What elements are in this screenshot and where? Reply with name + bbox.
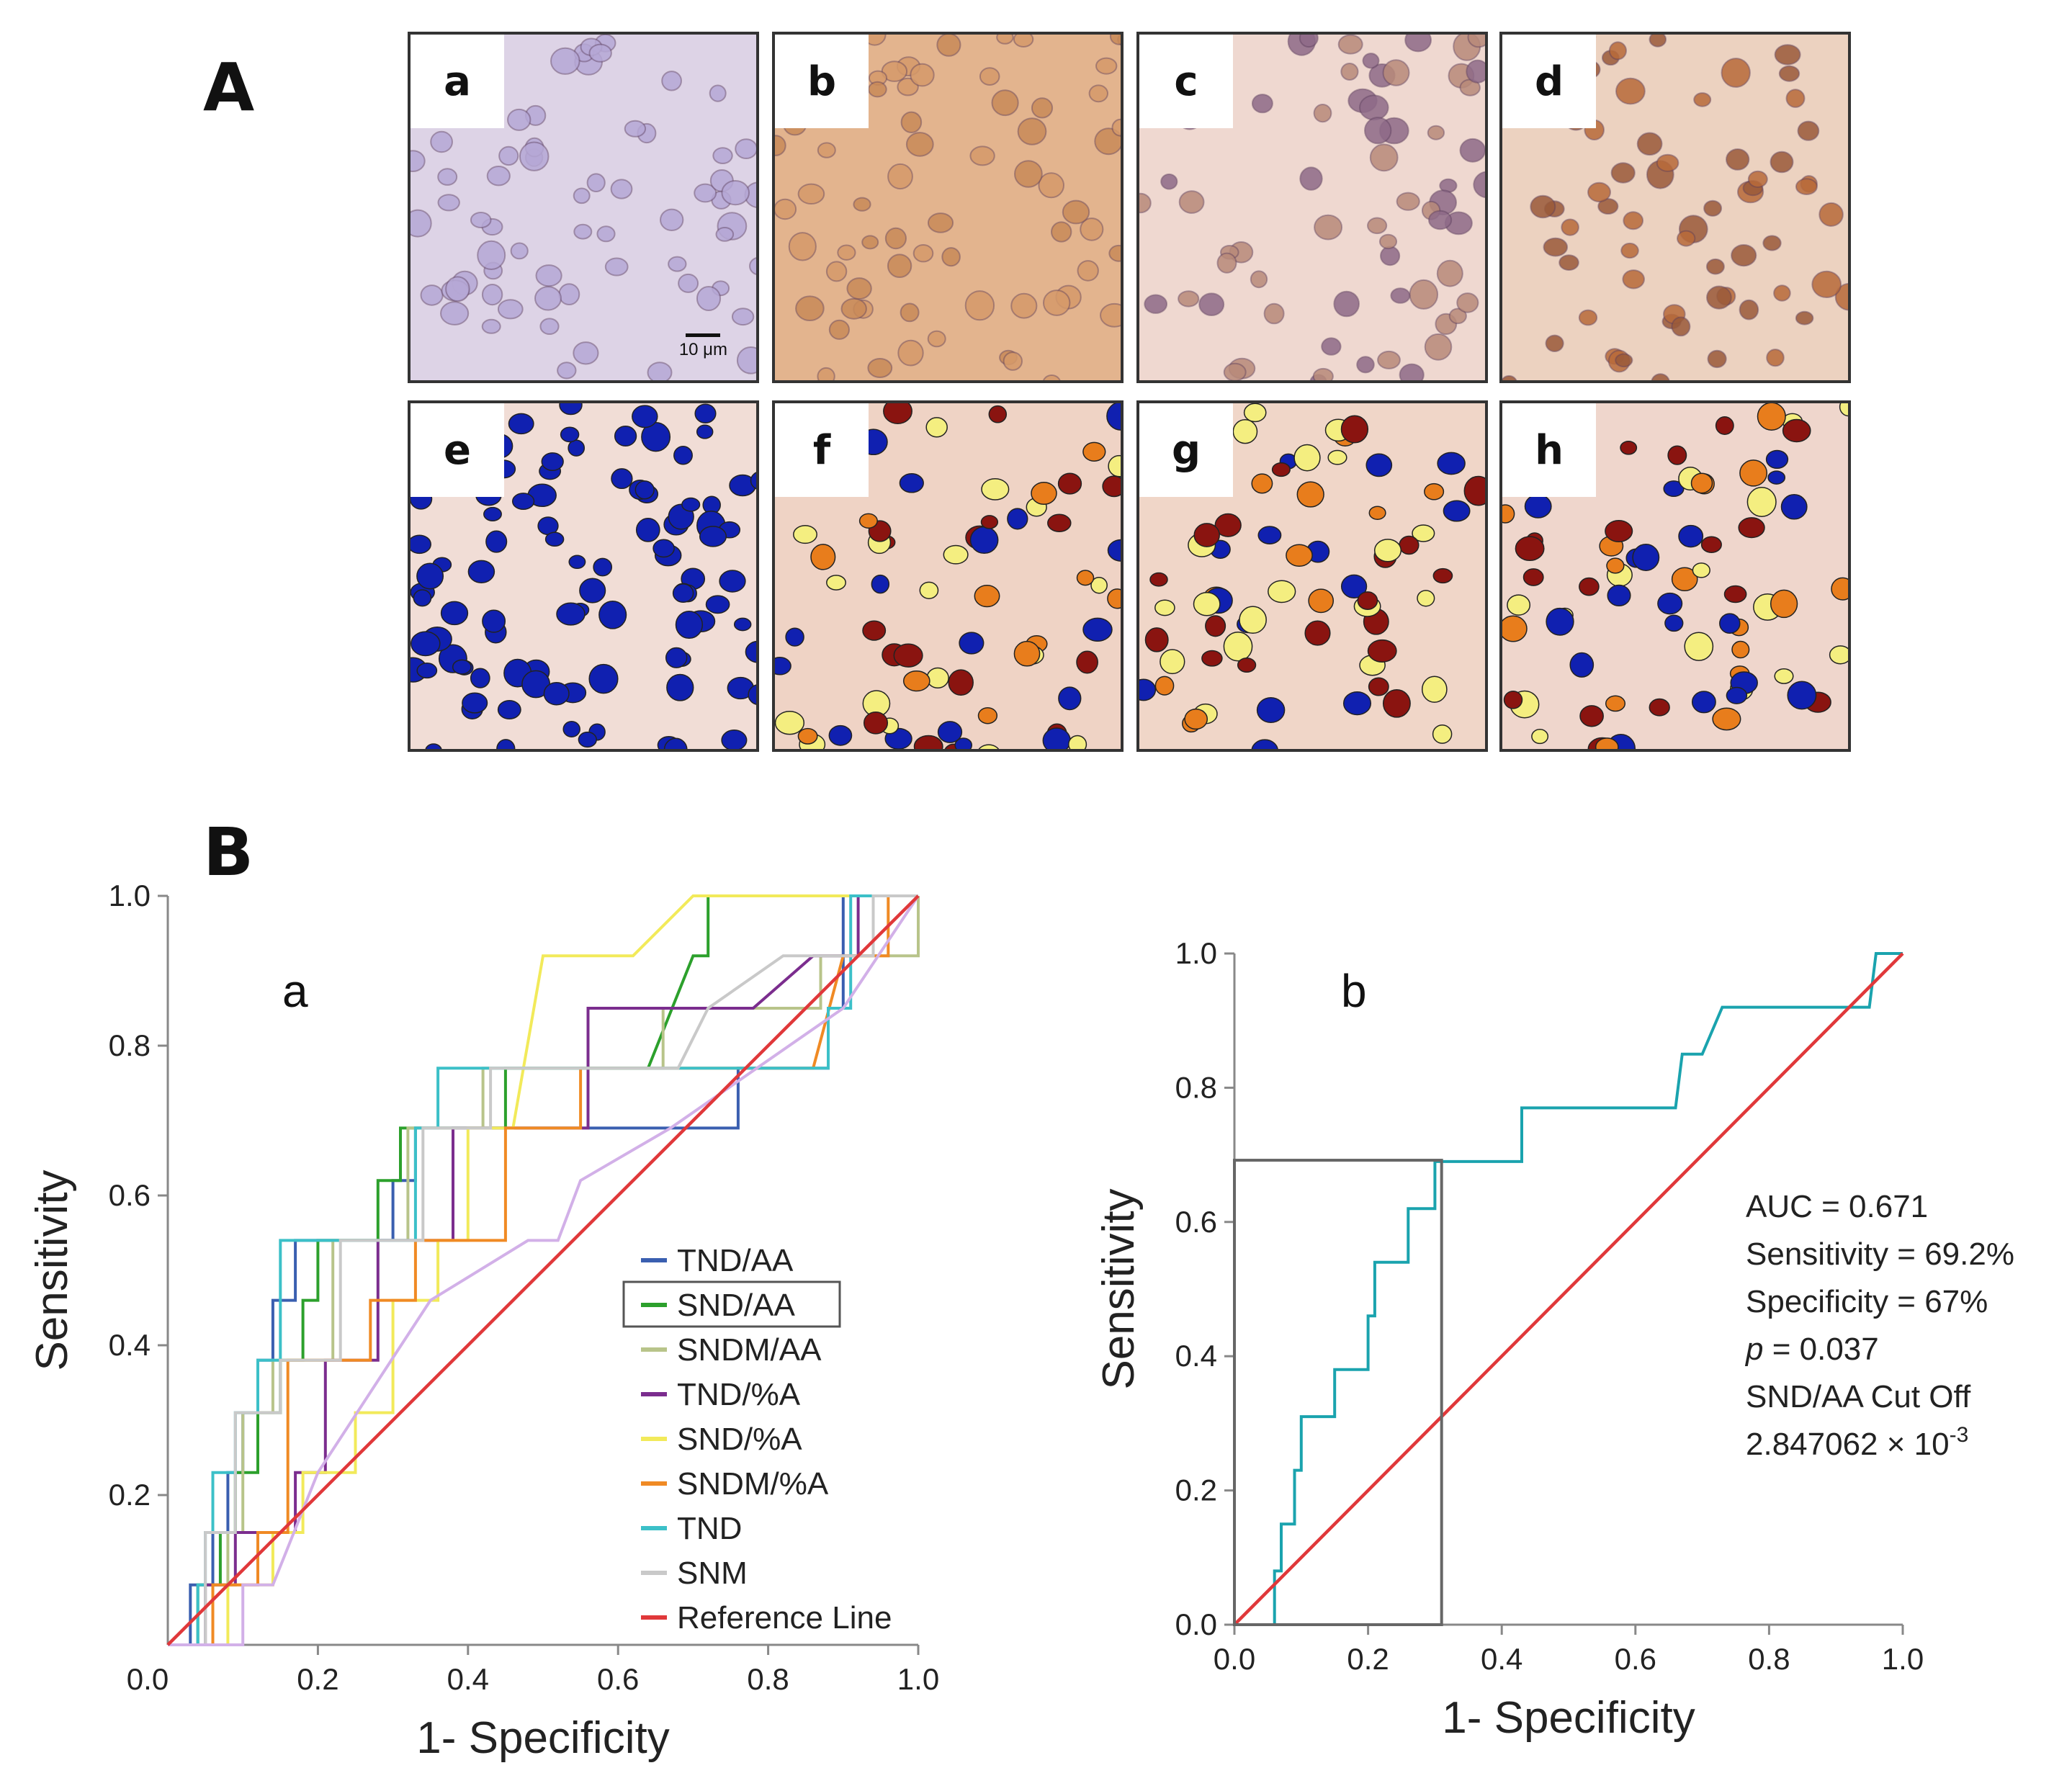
x-tick-label: 0.2 (297, 1662, 338, 1696)
annotation-line: 2.847062 × 10-3 (1746, 1423, 1968, 1462)
panel-A-label: A (203, 49, 255, 126)
x-tick-label: 0.8 (747, 1662, 789, 1696)
legend-item-tnd-a: TND/%A (677, 1377, 801, 1412)
y-tick-label: 1.0 (1175, 936, 1217, 970)
series-sndm-extra (168, 894, 920, 1646)
x-axis-title: 1- Specificity (416, 1713, 669, 1763)
micrograph-tile-g: g (1136, 400, 1488, 752)
legend-highlight-box (622, 1280, 841, 1328)
micrograph-tile-b: b (772, 32, 1124, 383)
y-tick-label: 0.6 (109, 1178, 151, 1212)
x-tick-label: 0.8 (1748, 1642, 1790, 1676)
panel-a-label: a (282, 965, 308, 1017)
legend-item-sndm-a: SNDM/%A (677, 1466, 829, 1502)
tissue-image (1139, 403, 1485, 749)
y-tick-label: 0.2 (1175, 1473, 1217, 1507)
micrograph-tile-a: a 10 μm (408, 32, 759, 383)
annotation-exponent: -3 (1950, 1423, 1969, 1447)
legend-item-reference-line: Reference Line (677, 1600, 892, 1635)
annotation-line: Specificity = 67% (1746, 1284, 1988, 1319)
micrograph-tile-e: e (408, 400, 759, 752)
tile-label: g (1139, 403, 1233, 497)
tissue-image (411, 35, 756, 380)
panel-b-label: b (1341, 965, 1367, 1017)
annotation-line: p = 0.037 (1744, 1332, 1879, 1367)
x-tick-label: 0.0 (1214, 1642, 1255, 1676)
y-tick-label: 0.4 (1175, 1339, 1217, 1373)
tissue-image (1502, 403, 1848, 749)
y-tick-label: 1.0 (109, 879, 151, 912)
x-tick-label: 0.6 (1615, 1642, 1656, 1676)
y-tick-label: 0.8 (1175, 1070, 1217, 1104)
legend-item-tnd-aa: TND/AA (677, 1243, 794, 1278)
legend-item-sndm-aa: SNDM/AA (677, 1332, 822, 1368)
tile-label: a (411, 35, 504, 128)
y-tick-label: 0.2 (109, 1478, 151, 1512)
annotation-line: SND/AA Cut Off (1746, 1379, 1971, 1414)
roc-chart-a: 0.2 0.4 0.6 0.8 1.0 0.2 0.4 0.6 0.8 1.0 0.0 1- Spec… (27, 879, 939, 1763)
legend-item-snd-aa: SND/AA (677, 1288, 795, 1323)
series-reference-line (1233, 952, 1904, 1626)
x-tick-label: 0.6 (597, 1662, 639, 1696)
y-axis-title: Sensitivity (1094, 1188, 1144, 1389)
micrograph-tile-c: c (1136, 32, 1488, 383)
x-tick-label: 1.0 (1882, 1642, 1924, 1676)
legend-item-snm: SNM (677, 1556, 748, 1591)
tile-label: d (1502, 35, 1596, 128)
panel-B-label: B (203, 814, 254, 891)
x-tick-label: 0.2 (1347, 1642, 1389, 1676)
y-tick-label: 0.8 (109, 1028, 151, 1062)
legend-item-tnd: TND (677, 1511, 742, 1546)
x-tick-label: 0.4 (1481, 1642, 1522, 1676)
y-axis-title: Sensitivity (27, 1170, 77, 1370)
micrograph-tile-f: f (772, 400, 1124, 752)
cutoff-box (1233, 1159, 1443, 1626)
y-tick-label: 0.0 (1175, 1607, 1217, 1641)
y-tick-label: 0.4 (109, 1328, 151, 1362)
tile-label: b (775, 35, 869, 128)
legend-item-snd-a: SND/%A (677, 1422, 802, 1457)
scale-bar-label: 10 μm (678, 340, 727, 359)
x-axis-title: 1- Specificity (1442, 1693, 1695, 1743)
series-snd-aa (1234, 952, 1903, 1626)
x-tick-label: 0.4 (447, 1662, 489, 1696)
micrograph-tile-d: d (1499, 32, 1851, 383)
y-tick-label: 0.6 (1175, 1205, 1217, 1239)
tile-label: e (411, 403, 504, 497)
tile-label: c (1139, 35, 1233, 128)
origin-label: 0.0 (127, 1662, 169, 1696)
series-snm (168, 894, 918, 1646)
annotation-line: Sensitivity = 69.2% (1746, 1237, 2014, 1272)
tile-label: h (1502, 403, 1596, 497)
x-tick-label: 1.0 (897, 1662, 939, 1696)
tile-label: f (775, 403, 869, 497)
micrograph-tile-h: h (1499, 400, 1851, 752)
annotation-line: AUC = 0.671 (1746, 1189, 1928, 1224)
scale-bar: 10 μm (679, 333, 727, 360)
tissue-image (775, 35, 1121, 380)
roc-chart-b: 0.0 0.2 0.4 0.6 0.8 1.0 0.0 0.2 0.4 0.6 0.8 1.0 1- S… (1094, 936, 2014, 1743)
series-reference-line (166, 894, 920, 1646)
